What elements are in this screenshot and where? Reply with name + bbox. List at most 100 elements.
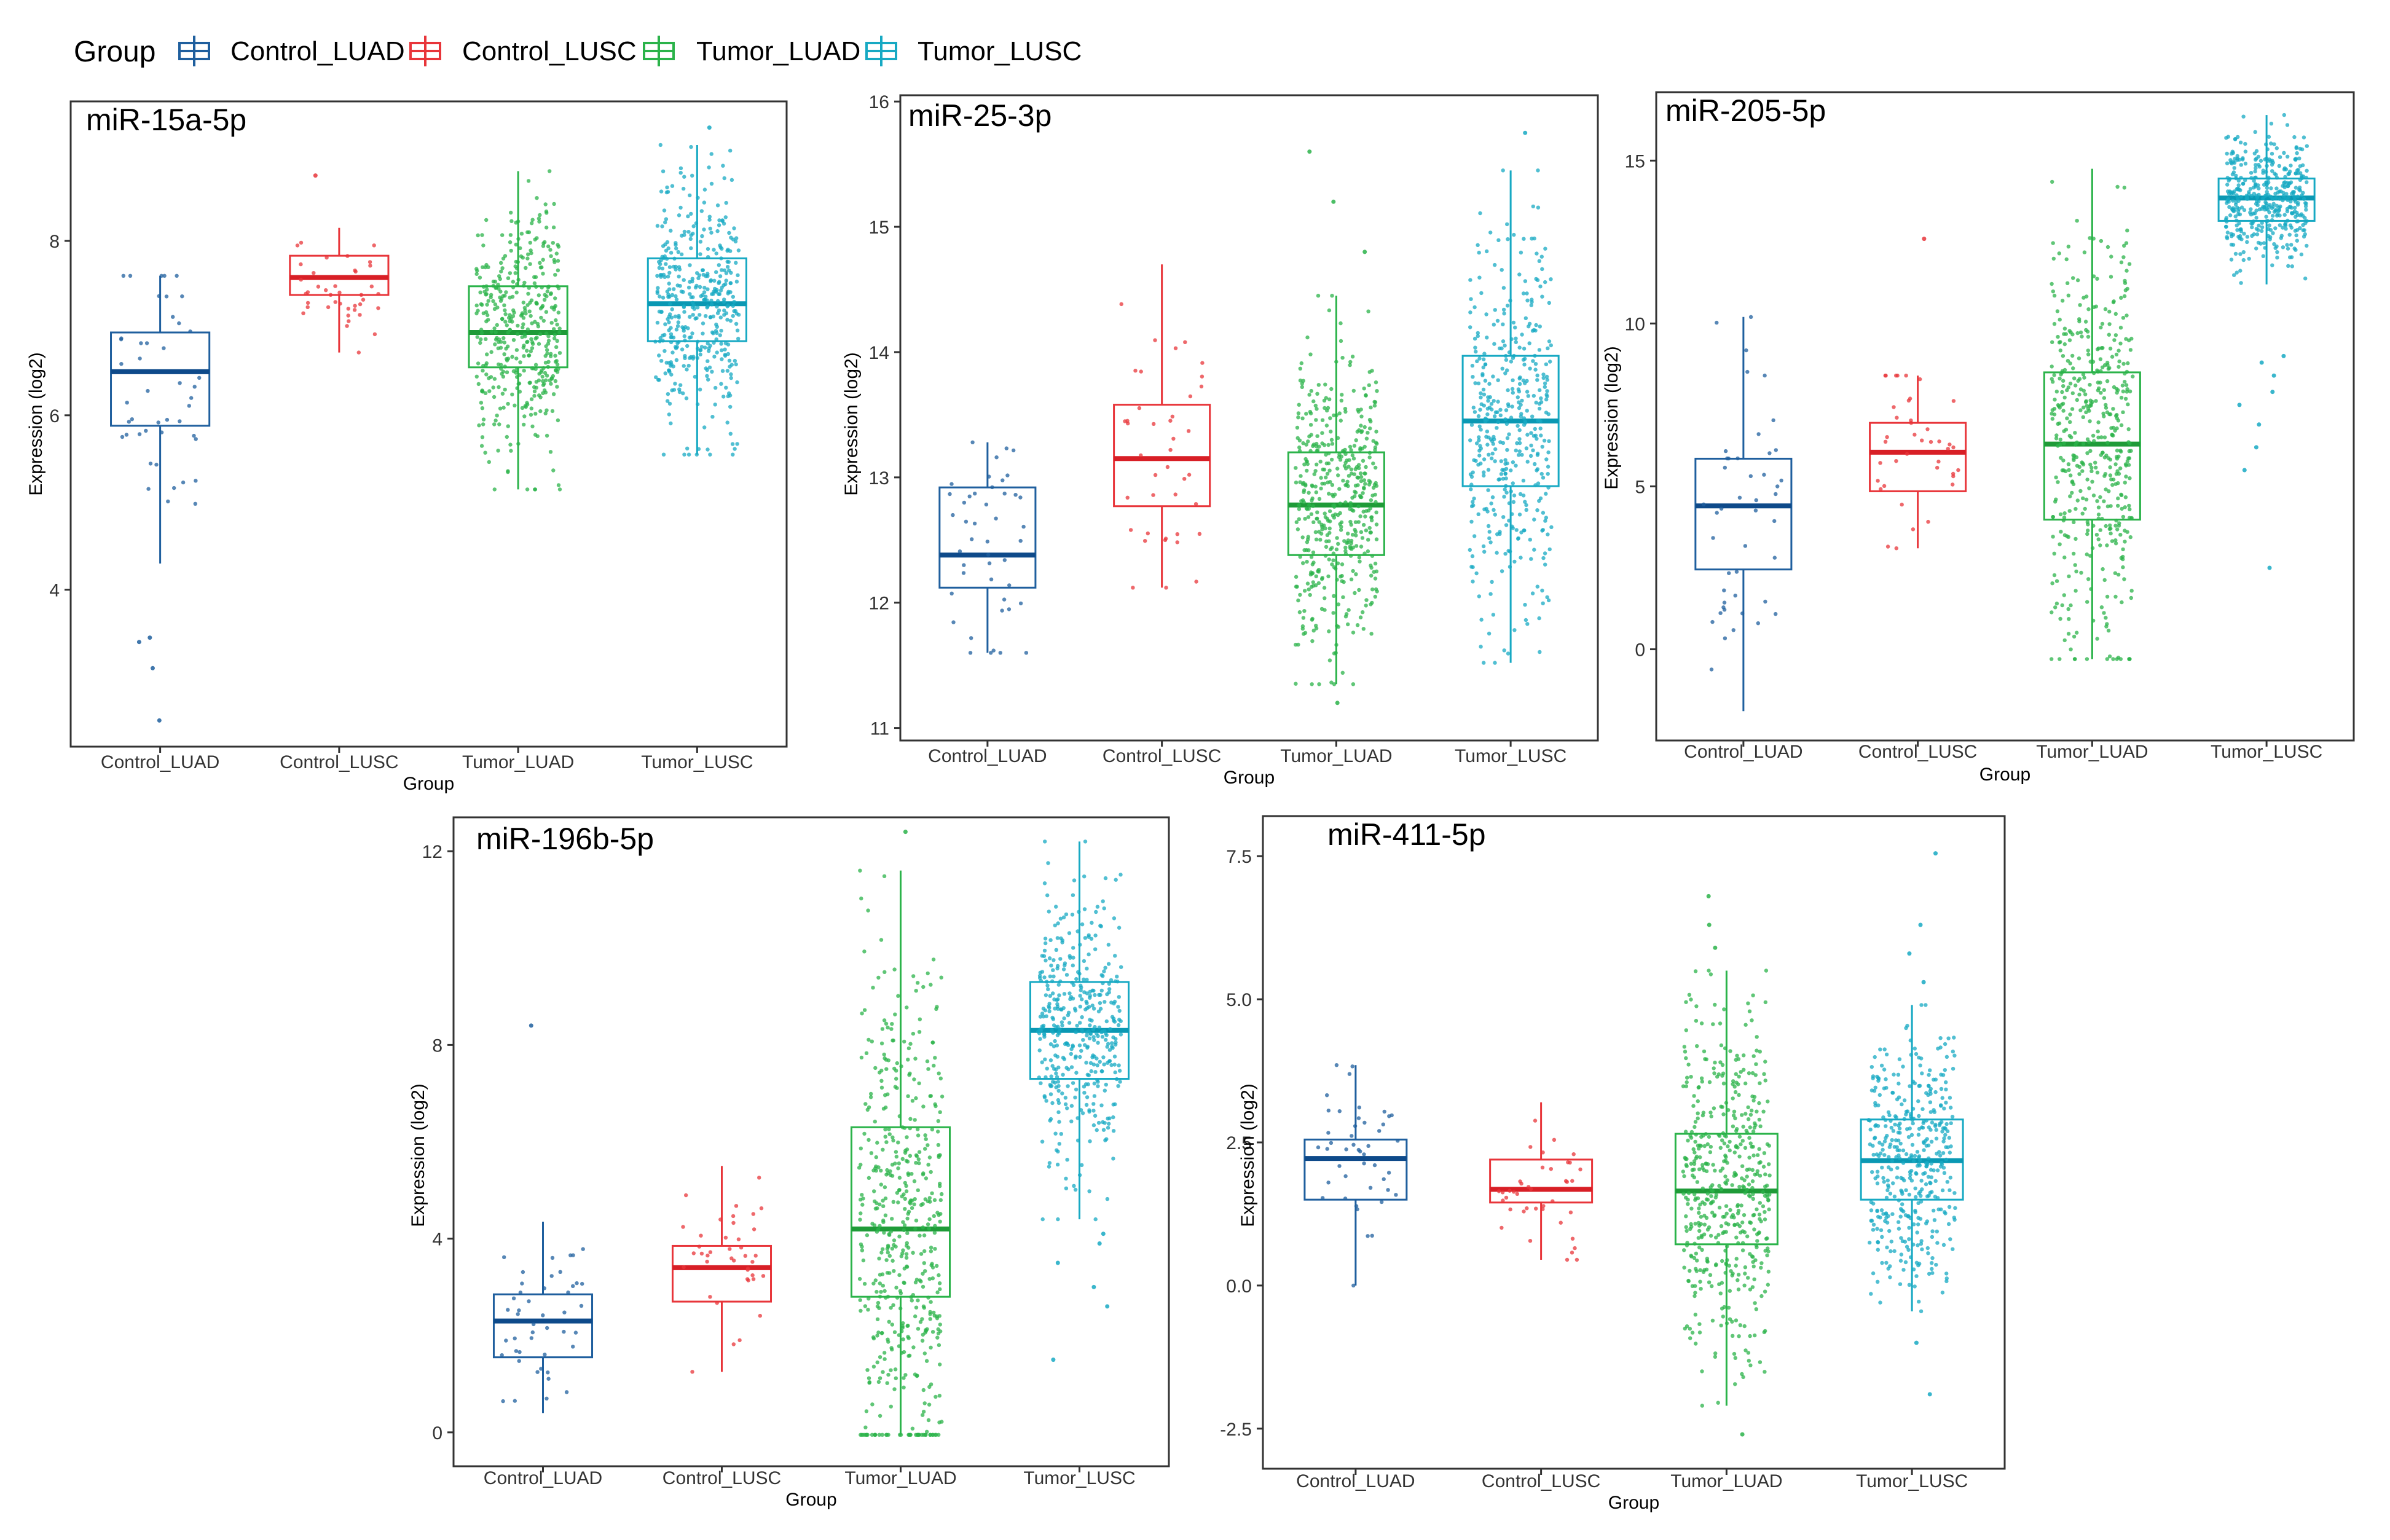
data-point	[1490, 456, 1494, 461]
data-point	[718, 288, 723, 293]
data-point	[1505, 436, 1510, 441]
data-point	[1324, 544, 1329, 549]
data-point	[1756, 432, 1761, 436]
data-point	[1533, 367, 1538, 372]
data-point	[1716, 1233, 1721, 1237]
data-point	[1735, 1053, 1739, 1058]
data-point	[513, 1399, 517, 1403]
data-point	[1930, 1120, 1935, 1125]
data-point	[476, 361, 481, 366]
data-point	[1296, 415, 1300, 420]
data-point	[509, 219, 514, 223]
data-point	[1944, 1279, 1949, 1284]
data-point	[324, 288, 328, 293]
data-point	[1545, 377, 1549, 382]
data-point	[1682, 1045, 1686, 1049]
data-point	[2263, 194, 2268, 198]
data-point	[2082, 375, 2086, 380]
data-point	[2077, 472, 2081, 476]
data-point	[1316, 383, 1321, 387]
data-point	[1697, 1146, 1701, 1151]
data-point	[2121, 514, 2126, 519]
data-point	[664, 361, 669, 365]
data-point	[1730, 1183, 1734, 1187]
data-point	[2123, 396, 2128, 401]
data-point	[1338, 575, 1343, 579]
data-point	[916, 1188, 921, 1193]
data-point	[187, 404, 191, 408]
data-point	[1295, 436, 1300, 440]
data-point	[2099, 391, 2103, 395]
data-point	[1358, 615, 1363, 619]
data-point	[1055, 1162, 1060, 1167]
data-point	[1044, 1075, 1048, 1080]
data-point	[1740, 1139, 1745, 1143]
data-point	[2058, 340, 2062, 344]
data-point	[876, 1300, 881, 1305]
data-point	[2265, 147, 2270, 152]
data-point	[1315, 510, 1319, 514]
data-point	[1546, 412, 1551, 417]
data-point	[513, 1336, 517, 1341]
data-point	[2225, 151, 2229, 156]
data-point	[1296, 642, 1300, 647]
data-point	[1042, 1032, 1047, 1036]
data-point	[1501, 322, 1505, 326]
data-point	[2275, 250, 2279, 254]
data-point	[686, 363, 691, 368]
data-point	[481, 285, 486, 289]
data-point	[1529, 431, 1533, 435]
data-point	[987, 474, 991, 479]
data-point	[1739, 1203, 1743, 1208]
data-point	[1540, 294, 1544, 299]
data-point	[1904, 1152, 1909, 1157]
data-point	[1732, 1109, 1737, 1114]
x-tick-label: Control_LUAD	[484, 1468, 602, 1488]
data-point	[1485, 430, 1490, 434]
data-point	[2058, 406, 2062, 410]
data-point	[2066, 607, 2070, 611]
data-point	[2113, 538, 2118, 543]
data-point	[863, 1425, 868, 1429]
data-point	[1091, 1027, 1096, 1032]
data-point	[881, 1220, 886, 1224]
data-point	[516, 219, 521, 224]
data-point	[1343, 545, 1348, 550]
data-point	[544, 378, 548, 382]
data-point	[557, 330, 562, 335]
data-point	[1340, 356, 1345, 360]
data-point	[2286, 246, 2290, 251]
y-axis-title: Expression (log2)	[841, 352, 862, 495]
data-point	[919, 1252, 924, 1256]
data-point	[157, 294, 161, 298]
data-point	[1951, 482, 1955, 487]
data-point	[1517, 389, 1522, 394]
data-point	[1763, 1078, 1767, 1083]
data-point	[556, 310, 560, 315]
data-point	[1348, 507, 1352, 511]
data-point	[1358, 447, 1362, 452]
data-point	[916, 1127, 920, 1131]
outlier-point	[151, 666, 155, 670]
data-point	[2122, 577, 2126, 581]
data-point	[1297, 503, 1301, 508]
data-point	[1057, 1142, 1062, 1146]
data-point	[924, 1137, 928, 1141]
data-point	[522, 422, 526, 427]
data-point	[1098, 924, 1103, 928]
data-point	[2107, 527, 2112, 531]
data-point	[1762, 1330, 1766, 1335]
data-point	[913, 1227, 918, 1231]
data-point	[681, 1225, 685, 1229]
data-point	[708, 452, 712, 457]
data-point	[2125, 369, 2129, 374]
data-point	[875, 1289, 879, 1294]
data-point	[2260, 221, 2264, 225]
data-point	[1502, 648, 1506, 653]
data-point	[1305, 335, 1310, 340]
data-point	[1336, 473, 1340, 477]
data-point	[2081, 372, 2086, 377]
data-point	[1501, 1198, 1505, 1203]
data-point	[1503, 371, 1508, 375]
